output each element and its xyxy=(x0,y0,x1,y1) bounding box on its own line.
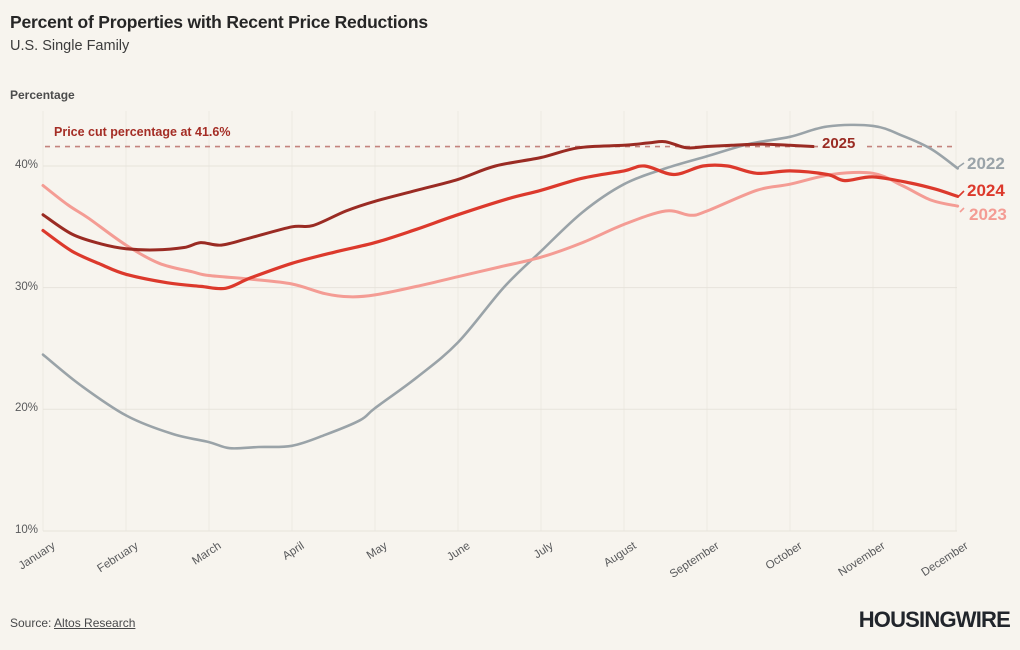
source-link[interactable]: Altos Research xyxy=(54,616,136,630)
y-axis-label: 10% xyxy=(14,523,38,536)
source-line: Source: Altos Research xyxy=(10,616,135,630)
series-line-2022 xyxy=(41,123,959,450)
leader-tick-2022 xyxy=(956,162,965,169)
series-line-2025 xyxy=(41,139,815,252)
annotation-label: Price cut percentage at 41.6% xyxy=(54,125,231,139)
series-label-2024: 2024 xyxy=(967,181,1005,200)
series-line-2023 xyxy=(41,170,960,299)
page-title: Percent of Properties with Recent Price … xyxy=(10,12,428,32)
y-axis-label: 40% xyxy=(14,159,38,171)
y-axis-title: Percentage xyxy=(10,88,75,102)
series-label-2022: 2022 xyxy=(967,154,1005,173)
y-axis-label: 30% xyxy=(14,280,38,293)
y-axis-label: 20% xyxy=(14,402,38,415)
series-label-2025: 2025 xyxy=(822,135,856,152)
series-line-2024 xyxy=(41,163,960,291)
housingwire-logo: HOUSINGWIRE xyxy=(858,607,1011,632)
series-label-2023: 2023 xyxy=(969,205,1007,224)
source-prefix: Source: xyxy=(10,616,55,630)
leader-tick-2023 xyxy=(959,207,965,213)
page-subtitle: U.S. Single Family xyxy=(10,38,130,54)
leader-tick-2024 xyxy=(958,190,965,197)
